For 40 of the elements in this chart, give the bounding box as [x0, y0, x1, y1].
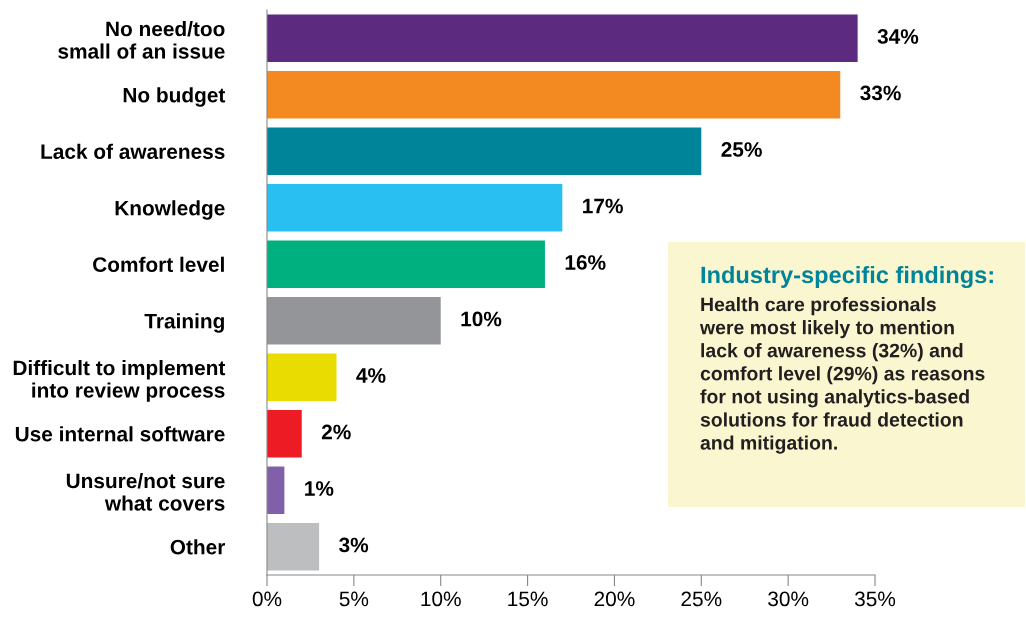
data-label: 10% [461, 311, 502, 327]
y-tick-label: Training [144, 313, 224, 333]
bar [267, 240, 545, 288]
bar [267, 523, 320, 571]
bar [267, 297, 441, 345]
data-label: 33% [860, 85, 901, 101]
bar [267, 410, 302, 458]
bar [267, 14, 858, 62]
data-label: 17% [583, 198, 623, 214]
bar [267, 353, 337, 401]
y-tick-label: No budget [123, 87, 226, 107]
y-tick-label: Unsure/not sure what covers [66, 472, 225, 511]
annotation: Industry-specific findings: [701, 265, 993, 289]
y-tick-label: Other [170, 539, 226, 555]
x-tick-label: 25% [681, 591, 722, 607]
bar [267, 127, 702, 175]
y-tick-label: No need/too small of an issue [58, 20, 225, 59]
x-tick-label: 20% [594, 591, 635, 607]
annotation: Health care professionals were most likely to mention lack of awareness (32%) and comfort level (29%) as reasons for not using analytics-based solutions for fraud detection and mitigation. [699, 297, 985, 454]
bar [267, 184, 563, 232]
data-label: 3% [339, 537, 369, 553]
data-label: 1% [305, 481, 334, 496]
x-tick-label: 10% [421, 591, 461, 607]
data-label: 25% [721, 142, 762, 157]
data-label: 2% [321, 424, 351, 440]
bar [267, 71, 841, 119]
data-label: 34% [877, 29, 919, 44]
x-tick-label: 15% [508, 591, 548, 607]
x-tick-label: 35% [854, 591, 896, 607]
x-tick-label: 0% [252, 591, 282, 607]
y-tick-label: Use internal software [15, 426, 225, 442]
data-label: 16% [565, 255, 606, 270]
y-tick-label: Comfort level [93, 256, 224, 272]
x-tick-label: 5% [339, 591, 369, 607]
data-label: 4% [356, 368, 386, 383]
y-tick-label: Difficult to implement into review process [13, 359, 226, 402]
bar [267, 466, 285, 514]
x-tick-label: 30% [768, 591, 809, 607]
y-tick-label: Lack of awareness [41, 143, 225, 159]
y-tick-label: Knowledge [115, 200, 225, 220]
